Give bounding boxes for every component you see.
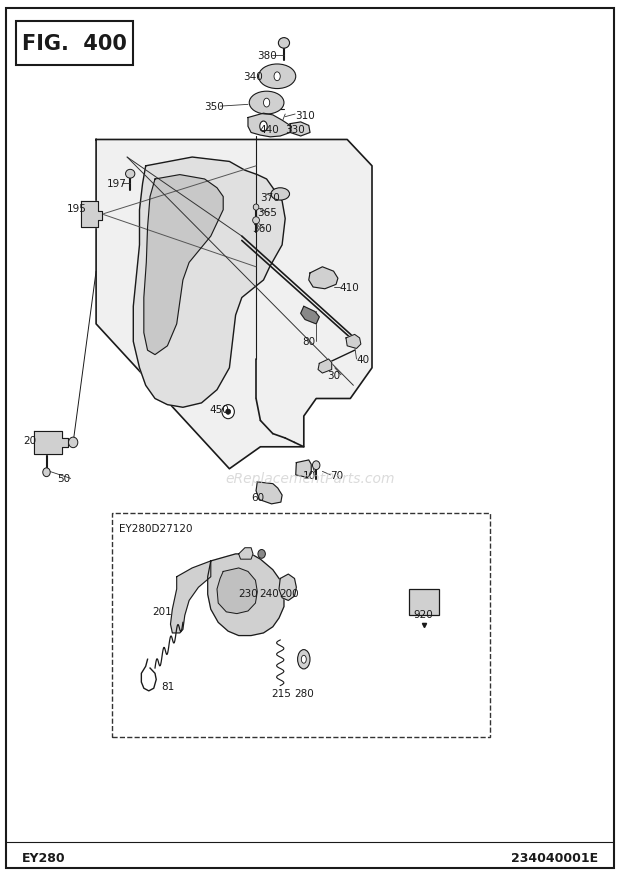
Text: 450: 450 bbox=[210, 404, 229, 415]
Bar bbox=[409, 589, 439, 616]
Polygon shape bbox=[96, 140, 372, 469]
Bar bbox=[112, 513, 490, 737]
Polygon shape bbox=[239, 548, 253, 560]
Text: 197: 197 bbox=[107, 179, 126, 189]
Ellipse shape bbox=[260, 122, 267, 132]
Polygon shape bbox=[309, 267, 338, 289]
Text: 330: 330 bbox=[285, 125, 305, 135]
Text: 10: 10 bbox=[303, 470, 316, 481]
Text: 240: 240 bbox=[259, 588, 279, 599]
Text: 80: 80 bbox=[303, 337, 316, 347]
Text: 340: 340 bbox=[243, 72, 263, 82]
Text: FIG.  400: FIG. 400 bbox=[22, 34, 127, 53]
Text: 201: 201 bbox=[152, 606, 172, 617]
Ellipse shape bbox=[298, 650, 310, 669]
Polygon shape bbox=[296, 460, 311, 478]
Text: 310: 310 bbox=[295, 111, 315, 121]
Ellipse shape bbox=[259, 65, 296, 89]
Text: 365: 365 bbox=[257, 208, 277, 218]
Text: 215: 215 bbox=[271, 688, 291, 698]
Text: 370: 370 bbox=[260, 192, 280, 203]
Text: 230: 230 bbox=[239, 588, 259, 599]
Text: 410: 410 bbox=[340, 282, 360, 293]
Text: 60: 60 bbox=[251, 492, 264, 503]
Ellipse shape bbox=[264, 99, 270, 108]
Ellipse shape bbox=[68, 438, 78, 448]
Ellipse shape bbox=[301, 656, 306, 663]
Ellipse shape bbox=[253, 217, 260, 225]
Text: 280: 280 bbox=[294, 688, 314, 698]
Polygon shape bbox=[170, 561, 211, 633]
Text: 50: 50 bbox=[57, 474, 70, 484]
Ellipse shape bbox=[278, 39, 290, 49]
Ellipse shape bbox=[249, 92, 284, 115]
Polygon shape bbox=[279, 574, 296, 601]
Ellipse shape bbox=[271, 189, 290, 201]
Text: 440: 440 bbox=[259, 125, 279, 135]
Ellipse shape bbox=[43, 468, 50, 477]
Ellipse shape bbox=[258, 550, 265, 559]
Polygon shape bbox=[290, 123, 310, 137]
Polygon shape bbox=[301, 307, 319, 324]
Polygon shape bbox=[248, 114, 291, 138]
Ellipse shape bbox=[222, 405, 234, 419]
Ellipse shape bbox=[312, 461, 320, 470]
Polygon shape bbox=[217, 568, 257, 614]
Text: EY280: EY280 bbox=[22, 852, 65, 864]
Polygon shape bbox=[256, 482, 282, 504]
Polygon shape bbox=[346, 335, 361, 349]
Polygon shape bbox=[34, 431, 68, 454]
Polygon shape bbox=[318, 360, 332, 374]
Polygon shape bbox=[208, 554, 284, 636]
Text: 200: 200 bbox=[279, 588, 299, 599]
Text: 81: 81 bbox=[161, 681, 174, 691]
Ellipse shape bbox=[125, 170, 135, 179]
Text: eReplacementParts.com: eReplacementParts.com bbox=[225, 471, 395, 485]
Polygon shape bbox=[133, 158, 285, 408]
Ellipse shape bbox=[274, 73, 280, 82]
Polygon shape bbox=[144, 175, 223, 355]
Ellipse shape bbox=[226, 410, 231, 415]
Text: 195: 195 bbox=[67, 203, 87, 214]
Text: 40: 40 bbox=[356, 354, 370, 365]
Text: 380: 380 bbox=[257, 51, 277, 61]
Text: 70: 70 bbox=[330, 470, 343, 481]
Text: EY280D27120: EY280D27120 bbox=[119, 524, 193, 534]
Bar bbox=[16, 22, 133, 66]
Text: 20: 20 bbox=[23, 435, 36, 446]
Text: 360: 360 bbox=[252, 224, 272, 234]
Ellipse shape bbox=[254, 205, 259, 211]
Text: 350: 350 bbox=[205, 102, 224, 112]
Text: 30: 30 bbox=[327, 370, 340, 381]
Polygon shape bbox=[81, 202, 102, 228]
Text: 234040001E: 234040001E bbox=[511, 852, 598, 864]
Text: 920: 920 bbox=[414, 609, 433, 619]
